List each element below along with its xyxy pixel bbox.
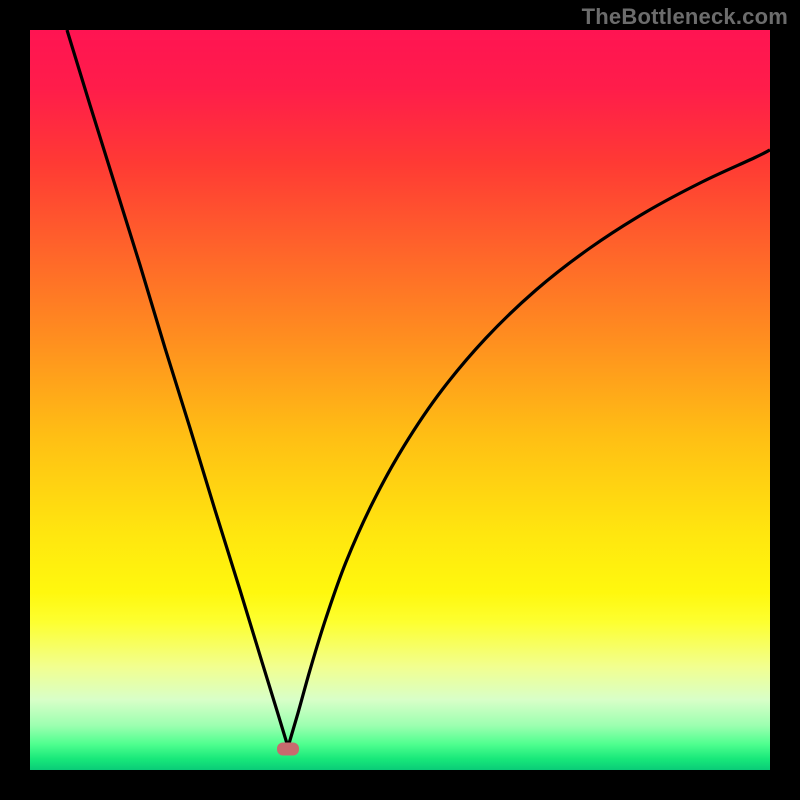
chart-svg <box>30 30 770 770</box>
chart-frame: TheBottleneck.com <box>0 0 800 800</box>
gradient-background <box>30 30 770 770</box>
plot-area <box>30 30 770 770</box>
watermark-text: TheBottleneck.com <box>582 4 788 30</box>
optimum-marker <box>277 743 299 756</box>
